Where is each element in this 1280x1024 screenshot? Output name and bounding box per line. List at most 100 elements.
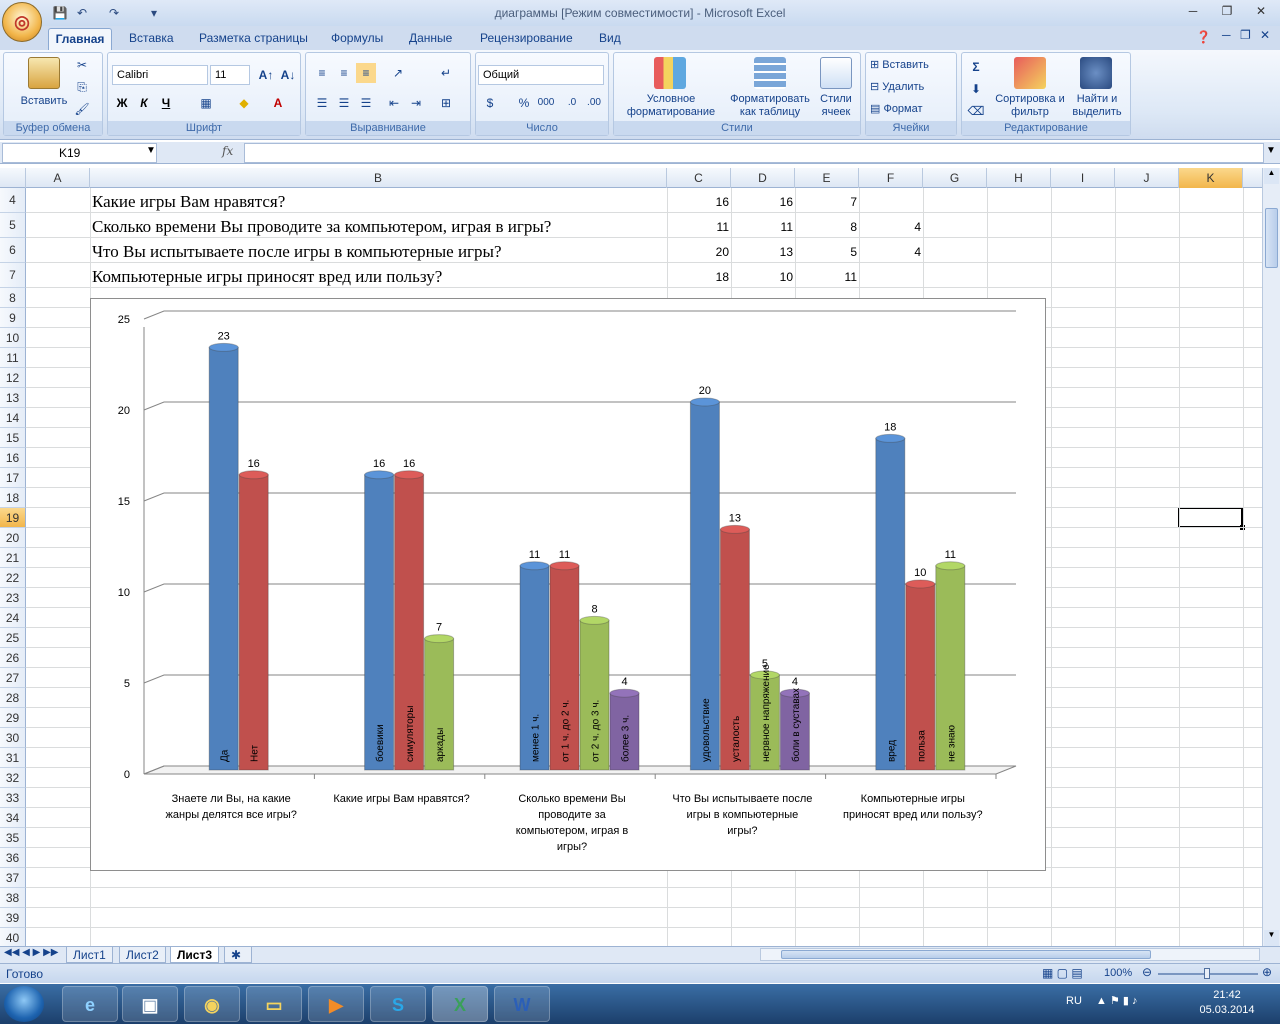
row-header[interactable]: 15 <box>0 428 26 448</box>
cell-value[interactable]: 8 <box>850 220 857 234</box>
align-middle-icon[interactable]: ≡ <box>340 66 348 80</box>
row-header[interactable]: 21 <box>0 548 26 568</box>
row-header[interactable]: 18 <box>0 488 26 508</box>
column-header[interactable]: F <box>859 168 923 188</box>
customize-qat-icon[interactable]: ▾ <box>150 6 158 20</box>
internet-explorer-icon[interactable]: e <box>62 986 118 1022</box>
tab-view[interactable]: Вид <box>599 31 621 45</box>
cell-value[interactable]: 16 <box>715 195 729 209</box>
cell-value[interactable]: 16 <box>779 195 793 209</box>
word-icon[interactable]: W <box>494 986 550 1022</box>
ribbon-restore-icon[interactable]: ❐ <box>1240 28 1251 42</box>
undo-icon[interactable]: ↶ <box>76 6 88 20</box>
format-cells-button[interactable]: ▤ Формат <box>870 103 954 116</box>
row-header[interactable]: 27 <box>0 668 26 688</box>
cell-value[interactable]: 11 <box>844 270 857 284</box>
fill-color-icon[interactable]: ◆ <box>239 96 249 110</box>
horizontal-scroll-thumb[interactable] <box>781 950 1151 959</box>
vertical-scroll-thumb[interactable] <box>1265 208 1278 268</box>
row-header[interactable]: 12 <box>0 368 26 388</box>
autosum-button[interactable]: Σ <box>972 60 980 74</box>
underline-button[interactable]: Ч <box>161 96 171 110</box>
row-header[interactable]: 16 <box>0 448 26 468</box>
horizontal-scrollbar[interactable] <box>760 948 1260 961</box>
column-header[interactable]: I <box>1051 168 1115 188</box>
column-header[interactable]: G <box>923 168 987 188</box>
format-painter-icon[interactable]: 🖌 <box>74 102 90 116</box>
cell-value[interactable]: 18 <box>715 270 729 284</box>
sort-filter-button[interactable]: Сортировка и фильтр <box>995 93 1065 118</box>
office-button[interactable]: ◎ <box>2 2 42 42</box>
tab-home[interactable]: Главная <box>48 28 112 50</box>
insert-cells-button[interactable]: ⊞ Вставить <box>870 59 954 72</box>
column-header[interactable]: J <box>1115 168 1179 188</box>
formula-input[interactable] <box>244 143 1264 163</box>
close-button[interactable]: ✕ <box>1255 4 1267 18</box>
help-icon[interactable]: ❓ <box>1196 30 1211 44</box>
conditional-format-button[interactable]: Условное форматирование <box>626 93 716 118</box>
minimize-button[interactable]: ─ <box>1188 4 1198 18</box>
font-name-select[interactable]: Calibri <box>112 65 208 85</box>
row-header[interactable]: 23 <box>0 588 26 608</box>
row-header[interactable]: 22 <box>0 568 26 588</box>
conditional-format-icon[interactable] <box>654 57 686 89</box>
row-header[interactable]: 13 <box>0 388 26 408</box>
sheet-nav-icons[interactable]: ◀◀ ◀ ▶ ▶▶ <box>4 947 59 958</box>
tab-insert[interactable]: Вставка <box>129 31 174 45</box>
row-header[interactable]: 39 <box>0 908 26 928</box>
decrease-indent-icon[interactable]: ⇤ <box>388 96 400 110</box>
copy-icon[interactable]: ⎘ <box>77 80 87 94</box>
row-header[interactable]: 5 <box>0 213 26 238</box>
column-header[interactable]: K <box>1179 168 1243 188</box>
cell-question[interactable]: Сколько времени Вы проводите за компьюте… <box>92 217 552 236</box>
row-header[interactable]: 11 <box>0 348 26 368</box>
row-header[interactable]: 17 <box>0 468 26 488</box>
cell-question[interactable]: Какие игры Вам нравятся? <box>92 192 286 211</box>
folder-icon[interactable]: ▭ <box>246 986 302 1022</box>
column-header[interactable]: H <box>987 168 1051 188</box>
row-header[interactable]: 33 <box>0 788 26 808</box>
insert-sheet-icon[interactable]: ✱ <box>224 947 252 963</box>
sheet-tab[interactable]: Лист1 <box>66 947 113 963</box>
cell-value[interactable]: 4 <box>914 245 921 259</box>
decrease-decimal-icon[interactable]: .00 <box>587 97 601 108</box>
delete-cells-button[interactable]: ⊟ Удалить <box>870 81 954 94</box>
column-header[interactable]: B <box>90 168 667 188</box>
cell-value[interactable]: 11 <box>716 220 729 234</box>
wrap-text-icon[interactable]: ↵ <box>440 66 452 80</box>
skype-icon[interactable]: S <box>370 986 426 1022</box>
thousands-button[interactable]: 000 <box>537 97 555 108</box>
find-select-button[interactable]: Найти и выделить <box>1072 93 1122 118</box>
row-header[interactable]: 32 <box>0 768 26 788</box>
bold-button[interactable]: Ж <box>116 96 128 110</box>
row-header[interactable]: 38 <box>0 888 26 908</box>
vertical-scrollbar[interactable]: ▲ ▼ <box>1262 168 1280 946</box>
row-header[interactable]: 25 <box>0 628 26 648</box>
paste-icon[interactable] <box>28 57 60 89</box>
grow-font-icon[interactable]: A↑ <box>258 68 274 82</box>
row-header[interactable]: 28 <box>0 688 26 708</box>
name-box-dropdown-icon[interactable]: ▼ <box>146 145 156 156</box>
expand-formula-bar-icon[interactable]: ▼ <box>1266 145 1276 156</box>
scroll-down-icon[interactable]: ▼ <box>1264 930 1279 946</box>
paste-button[interactable]: Вставить <box>20 95 68 107</box>
row-header[interactable]: 24 <box>0 608 26 628</box>
save-app-icon[interactable]: ▣ <box>122 986 178 1022</box>
tab-review[interactable]: Рецензирование <box>480 31 573 45</box>
cell-value[interactable]: 20 <box>715 245 729 259</box>
chrome-icon[interactable]: ◉ <box>184 986 240 1022</box>
row-header[interactable]: 29 <box>0 708 26 728</box>
currency-icon[interactable]: $ <box>486 96 494 110</box>
align-left-icon[interactable]: ☰ <box>316 96 328 110</box>
ribbon-close-icon[interactable]: ✕ <box>1260 28 1271 42</box>
row-header[interactable]: 10 <box>0 328 26 348</box>
clear-icon[interactable]: ⌫ <box>967 104 985 118</box>
find-select-icon[interactable] <box>1080 57 1112 89</box>
tab-page-layout[interactable]: Разметка страницы <box>199 31 308 45</box>
cell-question[interactable]: Что Вы испытываете после игры в компьюте… <box>92 242 502 261</box>
font-size-select[interactable]: 11 <box>210 65 250 85</box>
row-header[interactable]: 8 <box>0 288 26 308</box>
orientation-icon[interactable]: ↗ <box>392 66 404 80</box>
chart[interactable]: 0 5 10 15 20 25 23 Да 16 Нет Знаете ли Вы, на каки… <box>90 298 1046 871</box>
increase-indent-icon[interactable]: ⇥ <box>410 96 422 110</box>
